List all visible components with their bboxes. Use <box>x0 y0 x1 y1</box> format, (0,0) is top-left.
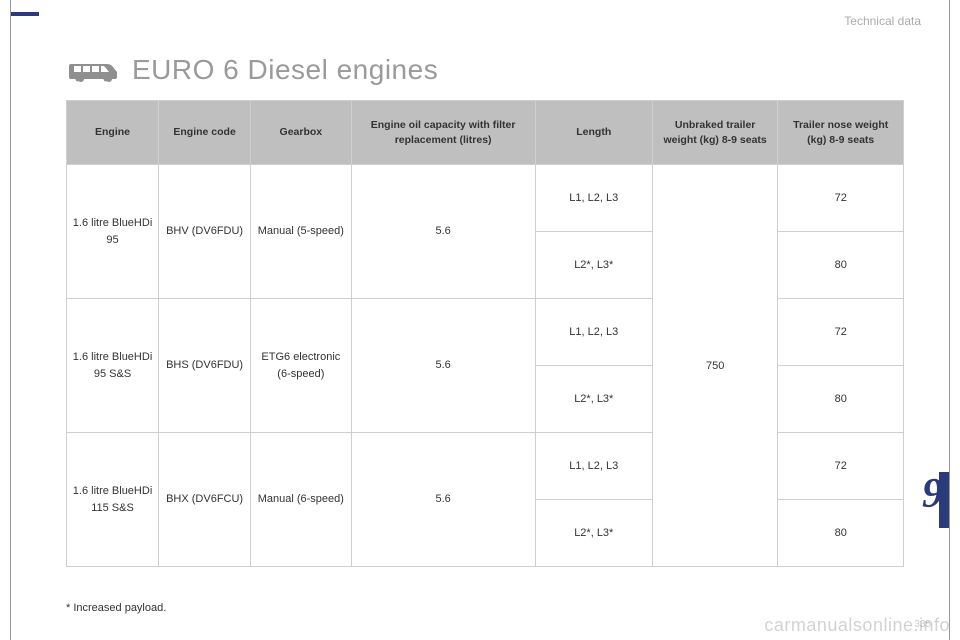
cell-nose: 80 <box>778 366 904 433</box>
table-row: 1.6 litre BlueHDi 95 S&S BHS (DV6FDU) ET… <box>67 299 904 366</box>
col-nose: Trailer nose weight (kg) 8-9 seats <box>778 101 904 165</box>
cell-length: L1, L2, L3 <box>535 433 652 500</box>
page-frame: Technical data EURO 6 Diesel engines Eng… <box>10 0 950 640</box>
cell-oil: 5.6 <box>351 433 535 567</box>
van-icon <box>66 58 118 82</box>
spec-table: Engine Engine code Gearbox Engine oil ca… <box>66 100 904 567</box>
watermark: carmanualsonline.info <box>764 615 950 636</box>
cell-engine: 1.6 litre BlueHDi 115 S&S <box>67 433 159 567</box>
footnote: * Increased payload. <box>66 602 166 614</box>
cell-unbraked: 750 <box>652 165 778 567</box>
cell-oil: 5.6 <box>351 299 535 433</box>
col-length: Length <box>535 101 652 165</box>
col-unbraked: Unbraked trailer weight (kg) 8-9 seats <box>652 101 778 165</box>
cell-nose: 72 <box>778 433 904 500</box>
cell-length: L2*, L3* <box>535 500 652 567</box>
table-header-row: Engine Engine code Gearbox Engine oil ca… <box>67 101 904 165</box>
cell-code: BHV (DV6FDU) <box>159 165 251 299</box>
cell-code: BHS (DV6FDU) <box>159 299 251 433</box>
cell-oil: 5.6 <box>351 165 535 299</box>
section-label: Technical data <box>844 14 921 28</box>
chapter-number: 9 <box>922 470 943 518</box>
engine-table: Engine Engine code Gearbox Engine oil ca… <box>66 100 904 567</box>
cell-length: L2*, L3* <box>535 232 652 299</box>
table-row: 1.6 litre BlueHDi 95 BHV (DV6FDU) Manual… <box>67 165 904 232</box>
col-gearbox: Gearbox <box>251 101 351 165</box>
cell-gearbox: Manual (6-speed) <box>251 433 351 567</box>
cell-nose: 80 <box>778 500 904 567</box>
cell-engine: 1.6 litre BlueHDi 95 S&S <box>67 299 159 433</box>
cell-nose: 80 <box>778 232 904 299</box>
title-row: EURO 6 Diesel engines <box>66 54 438 86</box>
col-engine: Engine <box>67 101 159 165</box>
page-title: EURO 6 Diesel engines <box>132 54 438 86</box>
cell-length: L1, L2, L3 <box>535 299 652 366</box>
cell-nose: 72 <box>778 165 904 232</box>
cell-code: BHX (DV6FCU) <box>159 433 251 567</box>
cell-gearbox: ETG6 electronic (6-speed) <box>251 299 351 433</box>
cell-length: L2*, L3* <box>535 366 652 433</box>
col-oil: Engine oil capacity with filter replacem… <box>351 101 535 165</box>
table-row: 1.6 litre BlueHDi 115 S&S BHX (DV6FCU) M… <box>67 433 904 500</box>
top-accent-bar <box>11 12 39 16</box>
cell-nose: 72 <box>778 299 904 366</box>
cell-engine: 1.6 litre BlueHDi 95 <box>67 165 159 299</box>
cell-length: L1, L2, L3 <box>535 165 652 232</box>
cell-gearbox: Manual (5-speed) <box>251 165 351 299</box>
col-engine-code: Engine code <box>159 101 251 165</box>
